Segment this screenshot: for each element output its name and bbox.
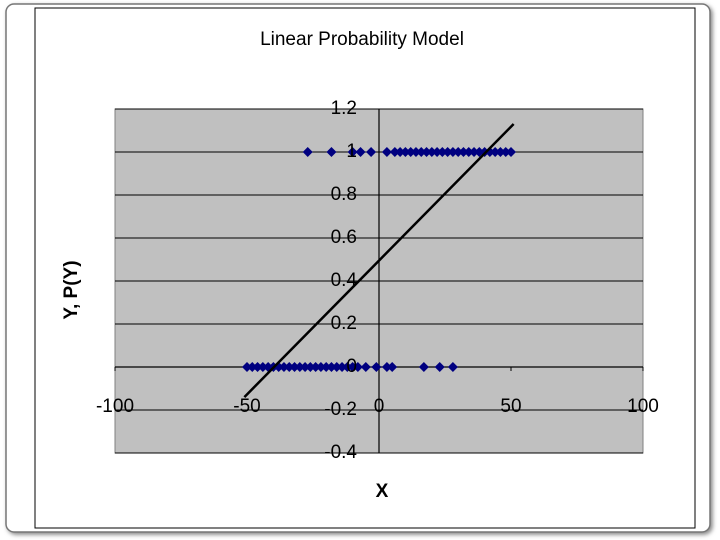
data-point	[506, 147, 516, 157]
data-point	[421, 147, 432, 157]
data-point	[257, 362, 268, 372]
data-point	[395, 147, 406, 157]
y-tick-label: 1	[346, 141, 357, 162]
data-point	[442, 147, 453, 157]
data-point	[381, 362, 392, 372]
data-point	[426, 147, 437, 157]
data-point	[447, 362, 458, 372]
data-point	[294, 362, 305, 372]
y-tick-label: 0.2	[331, 313, 357, 334]
x-tick-label: 50	[500, 396, 521, 417]
data-point	[355, 147, 366, 157]
data-point	[432, 147, 443, 157]
data-point	[305, 362, 316, 372]
data-point	[416, 147, 427, 157]
data-point	[381, 147, 392, 157]
data-point	[371, 362, 382, 372]
data-point	[447, 147, 458, 157]
plot-area: 1.2 1 0.8 0.6 0.4 0.2 0 -0.2 -0.4 -100 -50 0 50 100	[96, 98, 659, 463]
data-point	[490, 147, 501, 157]
data-point	[321, 362, 332, 372]
y-tick-label: 0.4	[331, 270, 358, 291]
data-point	[326, 362, 337, 372]
data-point	[347, 147, 358, 157]
data-point	[453, 147, 464, 157]
y-tick-label: 1.2	[331, 98, 357, 119]
data-point	[347, 362, 358, 372]
y-tick-label: 0.6	[331, 227, 357, 248]
x-tick-label: -100	[96, 396, 134, 417]
x-axis-title: X	[376, 481, 389, 502]
y-tick-label: -0.4	[324, 442, 357, 463]
data-point	[342, 362, 353, 372]
y-tick-label: 0.8	[331, 184, 357, 205]
data-point	[284, 362, 295, 372]
data-point	[405, 147, 416, 157]
x-tick-label: -50	[233, 396, 260, 417]
data-point	[500, 147, 511, 157]
data-point	[337, 362, 348, 372]
data-point	[242, 362, 252, 372]
data-point	[437, 147, 448, 157]
data-point	[469, 147, 480, 157]
data-point	[252, 362, 263, 372]
y-tick-label: -0.2	[324, 399, 357, 420]
x-tick-label: 100	[627, 396, 659, 417]
data-point	[315, 362, 326, 372]
data-point	[418, 362, 429, 372]
data-point	[387, 362, 398, 372]
data-point	[495, 147, 506, 157]
x-tick-label: 0	[374, 396, 385, 417]
data-point	[310, 362, 321, 372]
data-point	[410, 147, 421, 157]
data-point	[331, 362, 342, 372]
data-point	[474, 147, 485, 157]
data-point	[360, 362, 371, 372]
data-point	[300, 362, 311, 372]
data-point	[289, 362, 300, 372]
data-point	[278, 362, 289, 372]
data-point	[434, 362, 445, 372]
data-point	[400, 147, 411, 157]
data-point	[389, 147, 400, 157]
data-point	[463, 147, 474, 157]
data-point	[366, 147, 377, 157]
data-point	[247, 362, 258, 372]
data-point	[352, 362, 363, 372]
data-point	[458, 147, 469, 157]
data-point	[326, 147, 337, 157]
y-axis-title: Y, P(Y)	[61, 260, 82, 319]
fit-line	[243, 123, 515, 398]
chart-title: Linear Probability Model	[260, 29, 464, 50]
y-tick-label: 0	[346, 356, 357, 377]
data-point	[302, 147, 313, 157]
